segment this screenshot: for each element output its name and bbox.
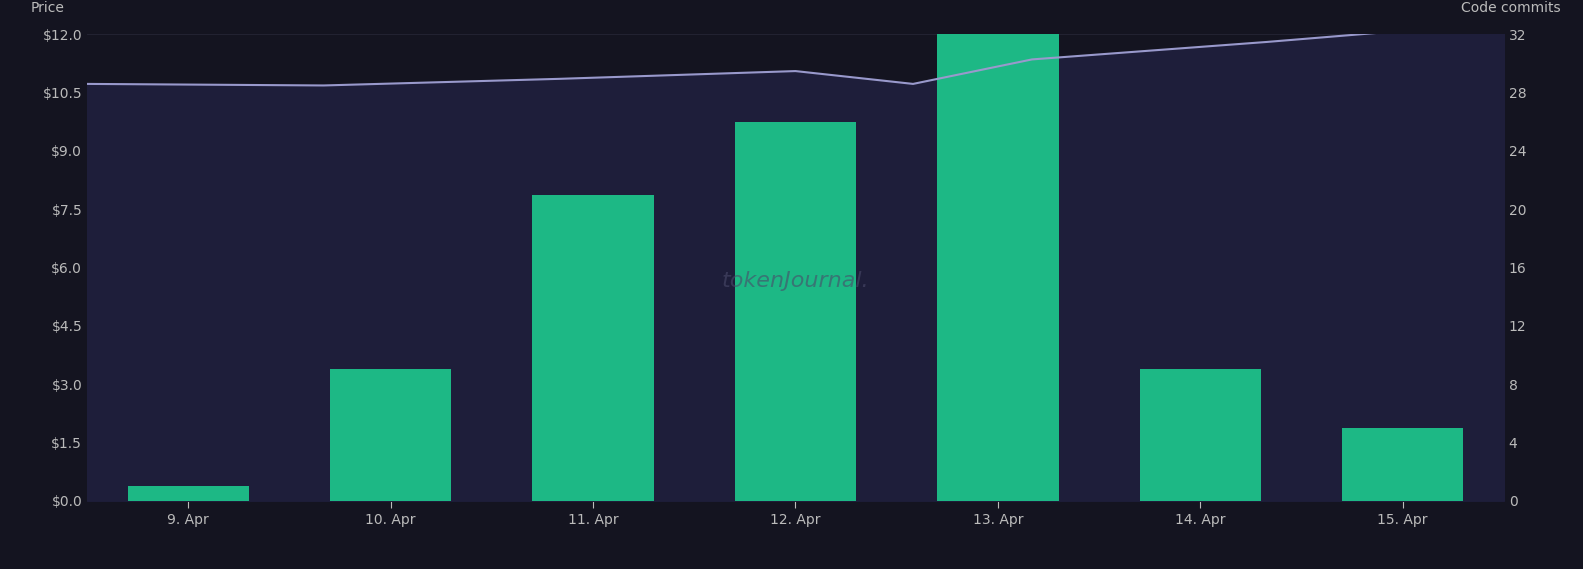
Bar <box>329 369 451 501</box>
Bar <box>1140 369 1262 501</box>
Text: tokenJournal.: tokenJournal. <box>722 271 869 291</box>
Bar <box>735 122 856 501</box>
Bar <box>937 19 1059 501</box>
Bar <box>1342 428 1463 501</box>
Bar <box>128 486 249 501</box>
Text: Price: Price <box>30 2 65 15</box>
Bar <box>532 195 654 501</box>
Text: Code commits: Code commits <box>1461 2 1561 15</box>
